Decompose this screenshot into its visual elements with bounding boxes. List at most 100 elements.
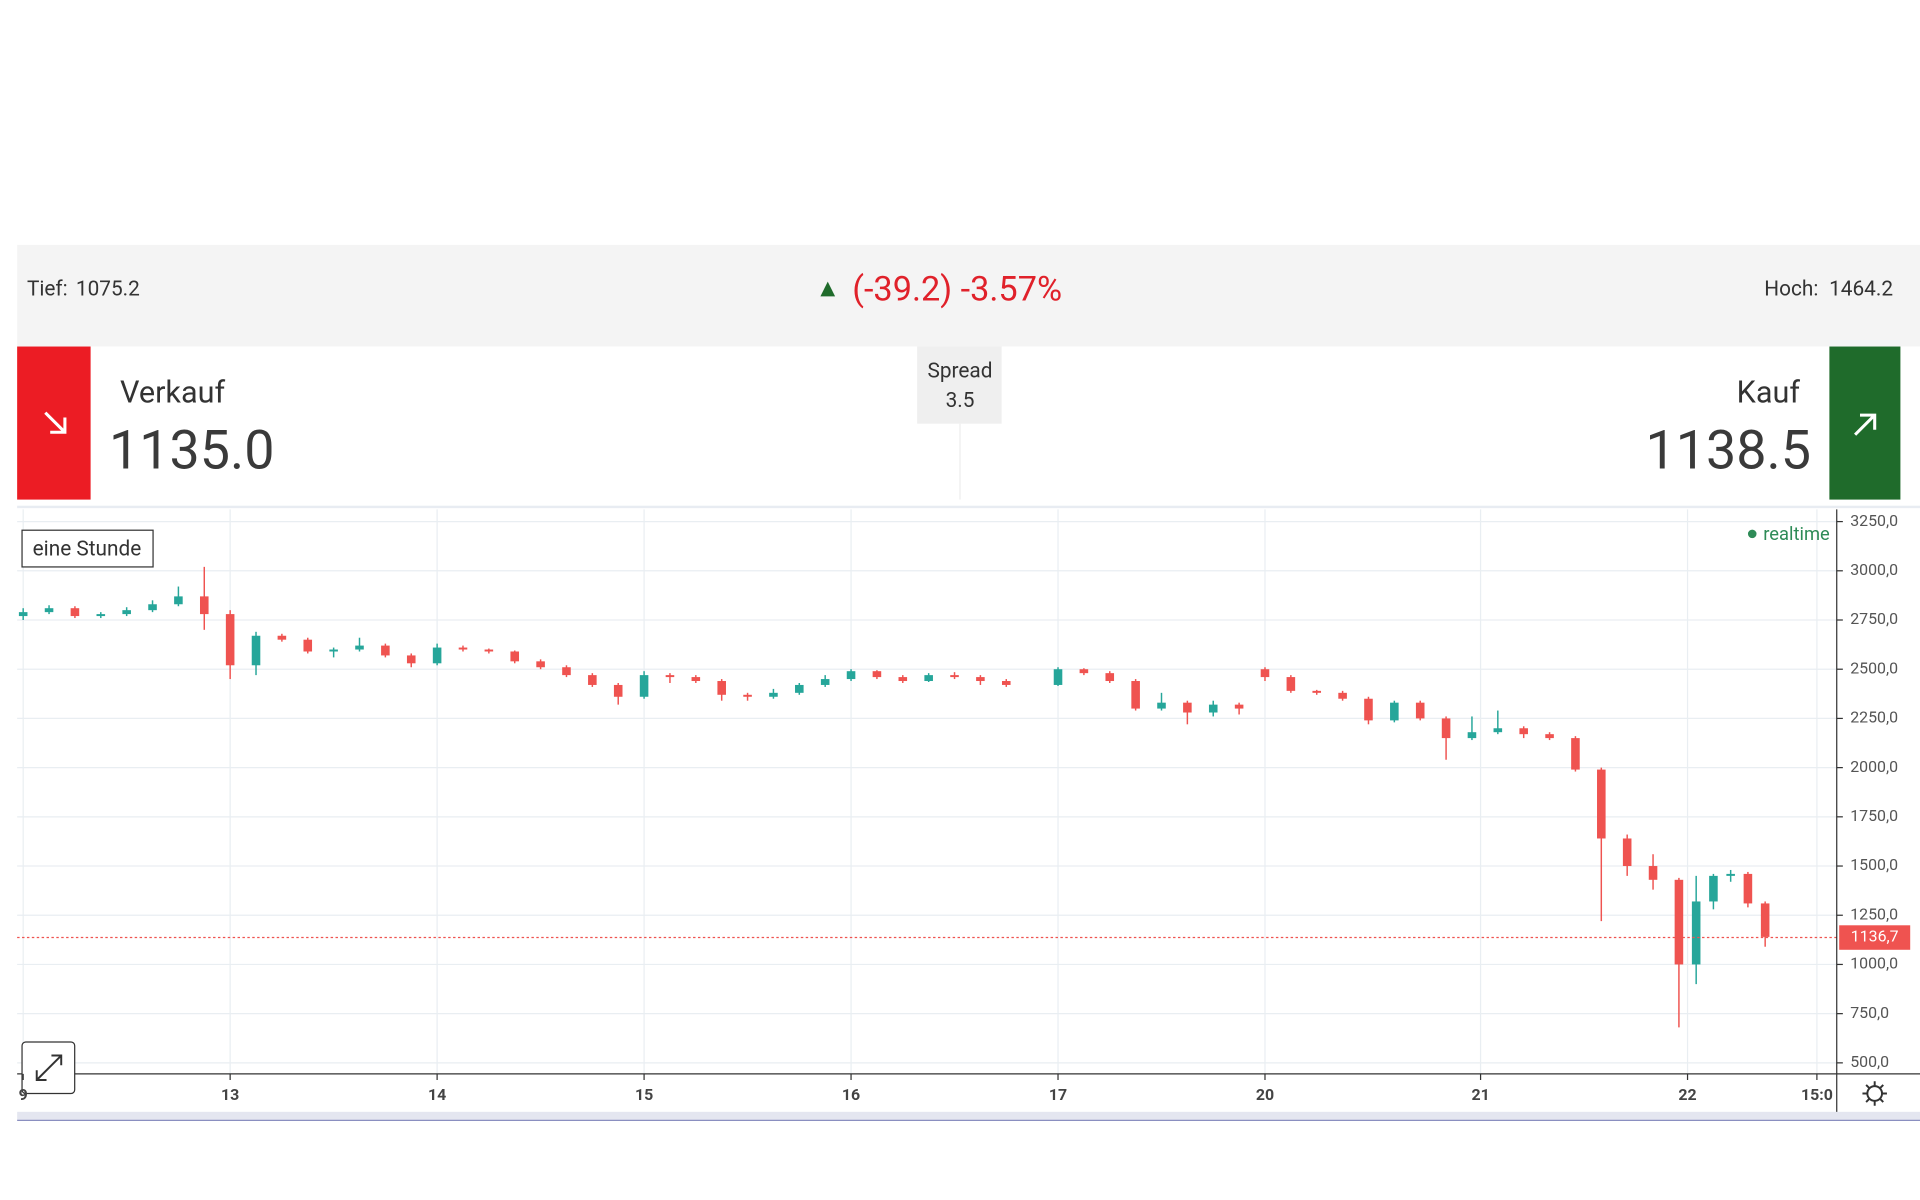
candle-body (1760, 903, 1770, 937)
candle-body (44, 608, 54, 613)
candle-body (510, 651, 520, 662)
candle-body (1571, 738, 1580, 770)
candle-body (1467, 732, 1477, 739)
y-tick-label: 1000,0 (1850, 954, 1898, 973)
candle-body (795, 684, 804, 693)
candle-body (536, 661, 545, 668)
y-tick-label: 1750,0 (1850, 806, 1898, 825)
spread-label: Spread (928, 360, 993, 384)
x-tick-label: 15:0 (1801, 1085, 1833, 1104)
candle-body (1053, 669, 1063, 685)
y-tick-label: 1500,0 (1850, 855, 1898, 874)
last-price-badge (1839, 925, 1911, 950)
chart-top-border (17, 505, 1920, 509)
y-tick-label: 2000,0 (1850, 757, 1898, 776)
candle-body (717, 681, 726, 695)
candle-body (1493, 728, 1503, 733)
candle-body (96, 614, 106, 617)
x-tick-label: 20 (1256, 1085, 1274, 1104)
candle-body (1234, 704, 1244, 709)
candle-body (1286, 677, 1296, 691)
candle-body (1415, 702, 1425, 719)
candle-body (1622, 838, 1632, 867)
interval: eine Stunde (33, 537, 142, 561)
candle-body (1183, 702, 1192, 713)
candle-body (148, 604, 157, 611)
candle-body (1131, 681, 1140, 709)
candle-body (303, 639, 313, 652)
chart-bottom-bar (17, 1111, 1920, 1121)
sell-arrow (44, 411, 67, 434)
candle-body (70, 608, 80, 617)
settings-button[interactable] (1862, 1081, 1887, 1106)
candle-body (562, 667, 571, 676)
last-price-label: 1136,7 (1851, 927, 1899, 946)
candle-body (1364, 698, 1373, 721)
buy-arrow (1854, 413, 1877, 436)
candle-body (122, 610, 131, 615)
spread-value: 3.5 (946, 389, 975, 413)
x-tick-label: 14 (428, 1085, 446, 1104)
candle-body (251, 635, 261, 666)
y-tick-label: 750,0 (1850, 1003, 1889, 1022)
y-tick-label: 2500,0 (1850, 658, 1898, 677)
candle-body (924, 675, 933, 682)
candle-body (406, 655, 416, 664)
interval-button[interactable] (21, 529, 154, 568)
candle-body (1441, 718, 1451, 739)
candle-body (1157, 702, 1166, 709)
y-tick-label: 3000,0 (1850, 560, 1898, 579)
candle-body (613, 684, 623, 697)
y-tick-label: 500,0 (1850, 1052, 1889, 1071)
candle-body (458, 647, 468, 650)
candle-body (432, 647, 442, 664)
candle-body (1545, 734, 1554, 739)
candle-body (743, 694, 752, 697)
candle-body (199, 596, 209, 615)
candle-body (665, 675, 675, 678)
y-tick-label: 3250,0 (1850, 511, 1898, 530)
candle-body (1709, 875, 1718, 902)
low-value: 1075.2 (76, 278, 140, 302)
x-tick-label: 16 (842, 1085, 860, 1104)
y-tick-label: 1250,0 (1850, 904, 1898, 923)
candle-body (1597, 769, 1606, 839)
candle-body (976, 677, 985, 682)
status-dot (1747, 529, 1757, 539)
candle-body (1079, 669, 1089, 674)
candle-body (639, 675, 649, 697)
x-tick-label: 13 (221, 1085, 239, 1104)
sell-label: Verkauf (120, 375, 225, 410)
x-tick-label: 22 (1678, 1085, 1696, 1104)
candle-body (898, 677, 908, 682)
candle-body (329, 649, 338, 652)
x-tick-label: 17 (1049, 1085, 1067, 1104)
candle-body (1519, 728, 1528, 735)
low-label: Tief: (27, 278, 68, 302)
candle-body (1726, 873, 1735, 876)
candle-body (355, 645, 364, 650)
candle-body (18, 612, 28, 617)
change: (-39.2) -3.57% (852, 269, 1062, 309)
high-label: Hoch: (1764, 278, 1818, 302)
candle-body (1001, 681, 1011, 685)
candle-body (872, 671, 882, 678)
sell-price: 1135.0 (109, 420, 275, 483)
candle-body (1674, 879, 1684, 965)
candle-body (1260, 669, 1270, 678)
candle-body (1648, 866, 1658, 880)
x-tick-label: 21 (1471, 1085, 1489, 1104)
x-tick-label: 9 (19, 1085, 28, 1104)
x-tick-label: 15 (635, 1085, 653, 1104)
candle-body (1691, 901, 1701, 965)
y-tick-label: 2250,0 (1850, 708, 1898, 727)
candle-body (950, 675, 959, 678)
buy-price: 1138.5 (1645, 420, 1811, 483)
candle-body (381, 645, 390, 656)
fullscreen-icon (35, 1054, 63, 1081)
change-arrow (820, 281, 836, 297)
candle-body (1390, 702, 1399, 721)
stats-bar (17, 244, 1920, 347)
candle-body (1105, 673, 1115, 682)
